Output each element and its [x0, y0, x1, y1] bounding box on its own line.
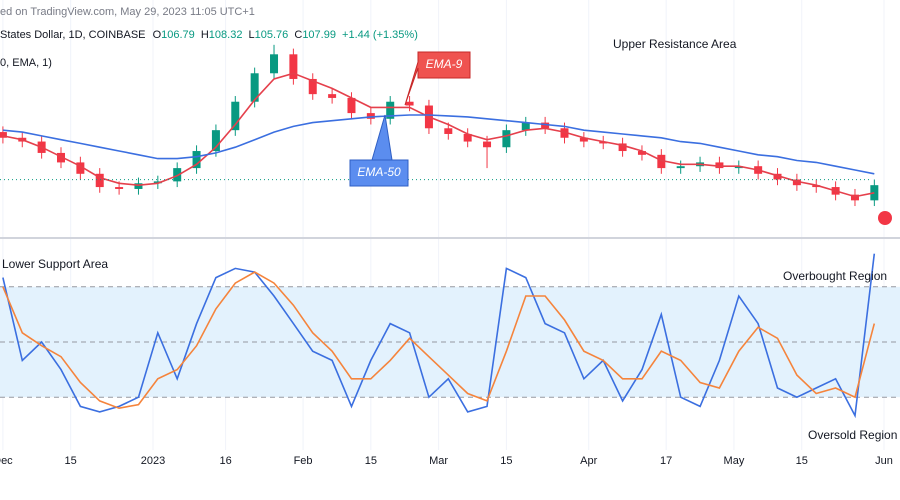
legend-line: States Dollar, 1D, COINBASE O106.79 H108…: [0, 29, 418, 41]
annotation: EMA-9: [426, 57, 463, 71]
x-tick-label: Apr: [580, 455, 597, 467]
x-tick-label: 17: [660, 455, 672, 467]
candle-body: [637, 151, 646, 155]
candle-body: [289, 54, 298, 79]
candle-body: [405, 101, 414, 106]
candle-body: [347, 97, 356, 114]
annotation: Lower Support Area: [2, 257, 108, 271]
callout-box: [404, 51, 471, 106]
flag-icon: [878, 211, 892, 225]
x-tick-label: 15: [796, 455, 808, 467]
candle-body: [734, 166, 743, 169]
change: +1.44 (+1.35%): [342, 29, 418, 41]
annotation: Oversold Region: [808, 428, 897, 442]
ohlc-label: L: [249, 29, 255, 41]
candle-body: [463, 133, 472, 142]
indicator-label: 0, EMA, 1): [0, 57, 52, 69]
candle-body: [231, 101, 240, 131]
ohlc-value: 105.76: [255, 29, 289, 41]
annotation: Overbought Region: [783, 269, 887, 283]
candle-body: [366, 113, 375, 119]
x-tick-label: 2023: [141, 455, 165, 467]
candle-body: [308, 78, 317, 95]
oscillator-pane: [0, 253, 900, 419]
candle-body: [386, 101, 395, 119]
candle-body: [502, 130, 511, 148]
candle-body: [850, 194, 859, 201]
callout-box: [349, 114, 409, 187]
ohlc-label: H: [201, 29, 209, 41]
candle-body: [211, 130, 220, 152]
price-pane: [0, 44, 879, 207]
candle-body: [521, 122, 530, 131]
x-tick-label: 15: [365, 455, 377, 467]
symbol: States Dollar, 1D, COINBASE: [0, 29, 146, 41]
candle-body: [657, 154, 666, 169]
x-tick-label: Mar: [429, 455, 448, 467]
ohlc-value: 108.32: [209, 29, 243, 41]
x-tick-label: 16: [219, 455, 231, 467]
source-text: ed on TradingView.com, May 29, 2023 11:0…: [0, 6, 255, 18]
candle-body: [76, 162, 85, 174]
candle-body: [792, 179, 801, 186]
candle-body: [57, 152, 66, 163]
candle-body: [95, 173, 104, 188]
x-tick-label: Feb: [294, 455, 313, 467]
candle-body: [270, 54, 279, 74]
ohlc-label: O: [153, 29, 162, 41]
candle-body: [560, 128, 569, 138]
line-series: [2, 72, 875, 198]
ohlc-value: 107.99: [302, 29, 336, 41]
line-series: [2, 271, 876, 410]
ohlc-value: 106.79: [161, 29, 195, 41]
candle-body: [328, 94, 337, 98]
candle-body: [250, 73, 259, 102]
candle-body: [773, 173, 782, 180]
candle-body: [599, 141, 608, 144]
ohlc-label: C: [294, 29, 302, 41]
candle-body: [483, 141, 492, 148]
annotation: EMA-50: [357, 165, 401, 179]
candle-body: [173, 168, 182, 182]
candle-body: [676, 166, 685, 169]
line-series: [2, 114, 875, 175]
candle-body: [541, 122, 550, 129]
candle-body: [715, 162, 724, 169]
candle-body: [870, 185, 879, 201]
candle-body: [618, 143, 627, 152]
candle-body: [192, 151, 201, 169]
candle-body: [444, 128, 453, 134]
x-tick-label: Dec: [0, 455, 13, 467]
annotation: Upper Resistance Area: [613, 37, 737, 51]
candle-body: [812, 185, 821, 188]
x-tick-label: Jun: [875, 455, 893, 467]
candle-body: [134, 183, 143, 189]
candle-body: [579, 137, 588, 142]
x-tick-label: May: [724, 455, 745, 467]
candle-body: [0, 132, 7, 138]
candle-body: [115, 187, 124, 189]
candle-body: [153, 181, 162, 184]
x-tick-label: 15: [65, 455, 77, 467]
line-series: [2, 253, 876, 419]
x-tick-label: 15: [500, 455, 512, 467]
